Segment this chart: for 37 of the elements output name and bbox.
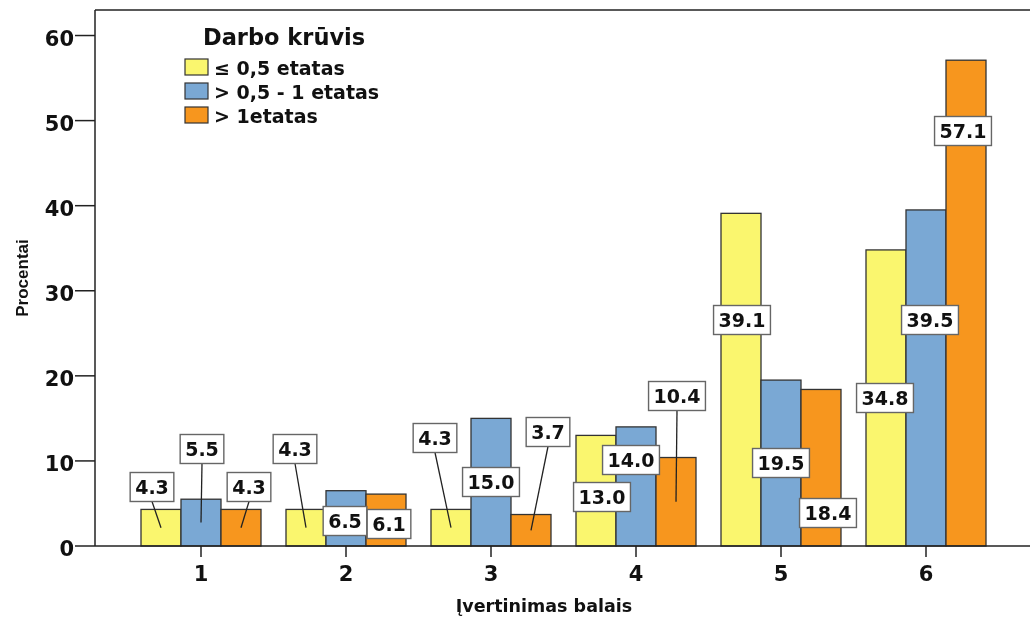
y-tick-label: 20 <box>44 366 74 391</box>
x-axis-title: Įvertinimas balais <box>455 596 633 616</box>
data-label: 6.5 <box>328 510 362 532</box>
legend-label: > 1etatas <box>214 105 318 127</box>
data-label: 10.4 <box>653 385 701 407</box>
data-label: 19.5 <box>757 452 805 474</box>
y-tick-label: 30 <box>44 281 74 306</box>
data-label: 4.3 <box>135 476 169 498</box>
data-label: 39.1 <box>718 309 766 331</box>
data-label: 39.5 <box>906 309 954 331</box>
y-tick-label: 40 <box>44 196 74 221</box>
x-tick-label: 5 <box>773 562 789 586</box>
data-label: 14.0 <box>607 449 655 471</box>
x-tick-label: 6 <box>918 562 934 586</box>
data-label: 57.1 <box>939 120 987 142</box>
data-label: 5.5 <box>185 438 219 460</box>
data-label: 4.3 <box>418 427 452 449</box>
legend-title: Darbo krūvis <box>203 24 366 50</box>
x-tick-label: 4 <box>628 562 644 586</box>
x-tick-label: 2 <box>338 562 354 586</box>
data-label: 3.7 <box>531 421 565 443</box>
y-tick-label: 10 <box>44 451 74 476</box>
y-tick-label: 0 <box>59 537 74 561</box>
x-tick-label: 3 <box>483 562 499 586</box>
y-tick-label: 60 <box>44 26 74 51</box>
x-tick-label: 1 <box>193 562 209 586</box>
data-label: 15.0 <box>467 471 515 493</box>
data-label: 4.3 <box>232 476 266 498</box>
data-label: 6.1 <box>372 513 406 535</box>
legend-label: ≤ 0,5 etatas <box>214 57 345 79</box>
legend-label: > 0,5 - 1 etatas <box>214 81 380 103</box>
data-label: 18.4 <box>804 502 852 524</box>
y-tick-label: 50 <box>44 111 74 136</box>
y-axis-title: Procentai <box>13 239 32 317</box>
data-label: 13.0 <box>578 486 626 508</box>
data-label: 4.3 <box>278 438 312 460</box>
data-label: 34.8 <box>861 387 909 409</box>
